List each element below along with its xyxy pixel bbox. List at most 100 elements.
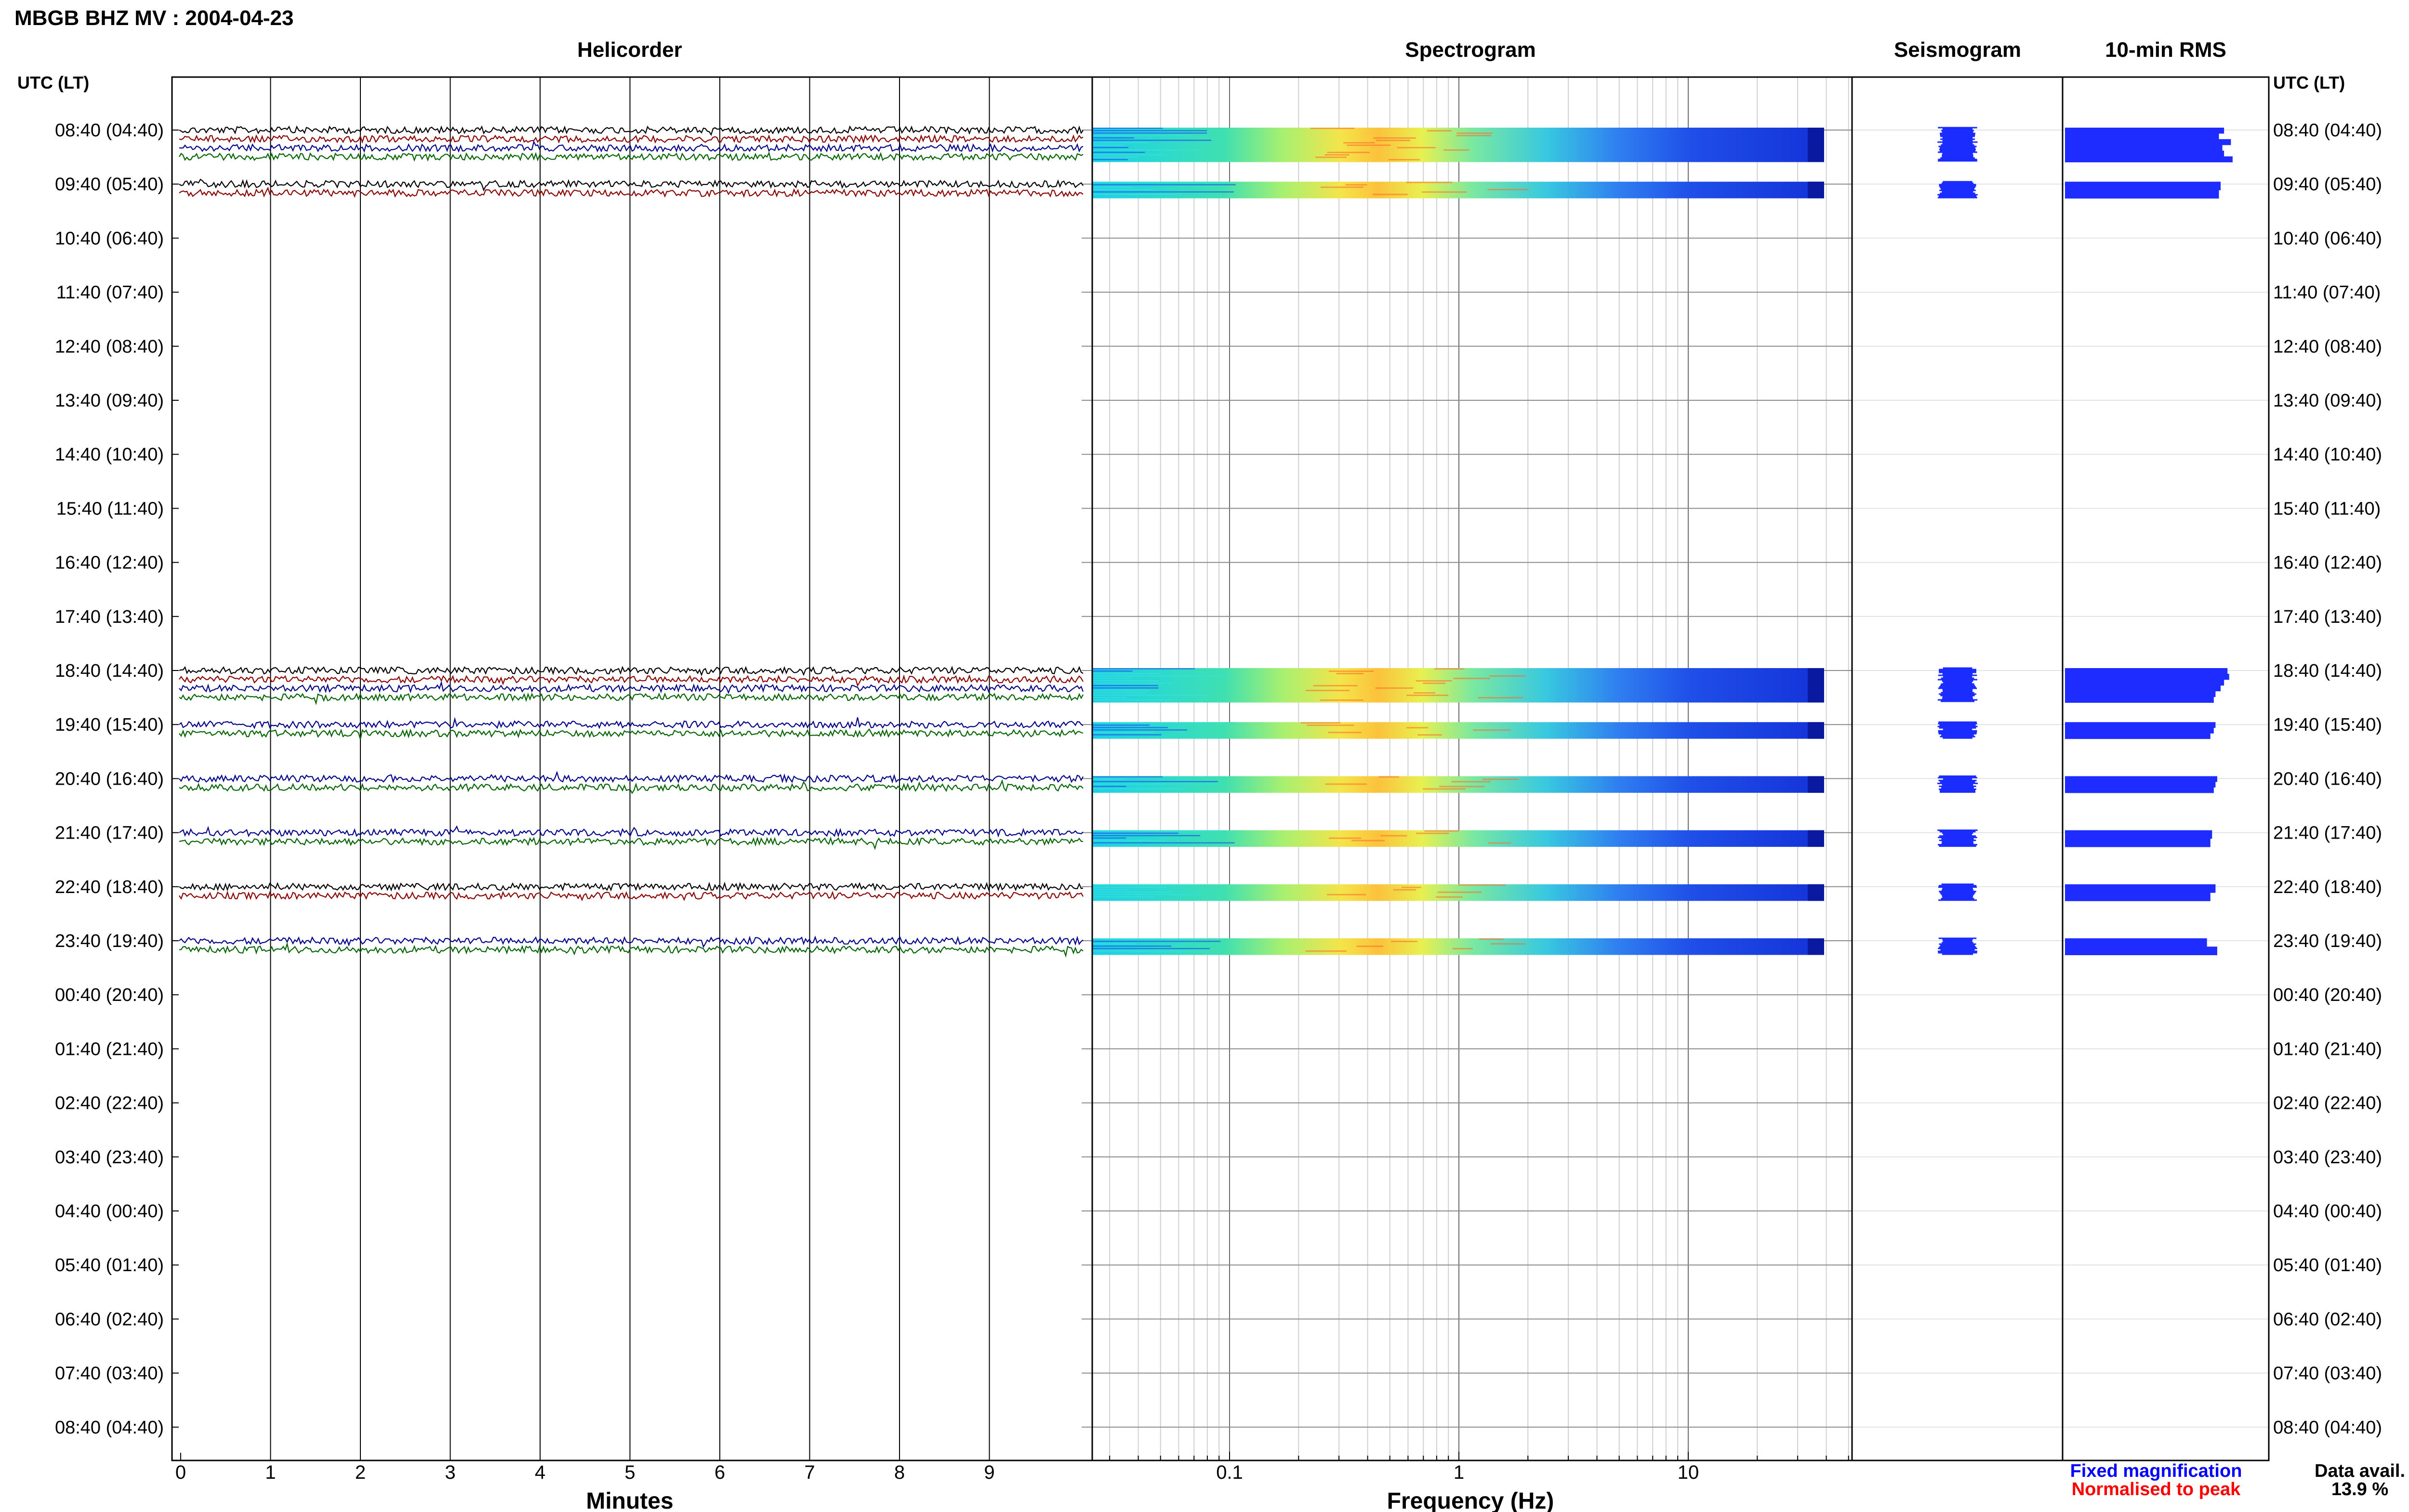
helicorder-trace — [179, 836, 1084, 850]
time-header-left: UTC (LT) — [17, 73, 89, 92]
helicorder-trace — [179, 666, 1084, 677]
rms-bars — [2065, 128, 2233, 955]
row-label-right: 12:40 (08:40) — [2273, 337, 2382, 357]
spectrogram-hotspot — [1453, 678, 1490, 679]
spectrogram-hotspot — [1451, 781, 1491, 783]
row-label-left: 08:40 (04:40) — [55, 120, 164, 141]
row-label-left: 04:40 (00:40) — [55, 1201, 164, 1222]
spectrogram-streak — [1093, 776, 1163, 777]
spectrogram-edge — [1808, 722, 1824, 739]
spectrogram-streak — [1093, 675, 1231, 677]
spectrogram-hotspot — [1356, 946, 1384, 947]
row-label-right: 08:40 (04:40) — [2273, 1418, 2382, 1438]
seismogram-bursts — [1937, 127, 1978, 955]
spectrogram-streak — [1093, 135, 1191, 136]
row-label-left: 02:40 (22:40) — [55, 1093, 164, 1114]
frequency-tick-label: 0.1 — [1216, 1462, 1243, 1483]
rms-bar — [2065, 733, 2210, 739]
spectrogram-hotspot — [1443, 149, 1469, 151]
data-availability-value: 13.9 % — [2331, 1479, 2388, 1499]
spectrogram-hotspot — [1325, 783, 1367, 785]
spectrogram-hotspot — [1424, 830, 1459, 832]
spectrogram-hotspot — [1439, 786, 1484, 788]
time-header-right: UTC (LT) — [2273, 73, 2345, 92]
row-label-left: 21:40 (17:40) — [55, 823, 164, 843]
spectrogram-streak — [1093, 778, 1125, 780]
spectrogram-streak — [1093, 788, 1183, 789]
spectrogram-streak — [1093, 140, 1212, 141]
spectrogram-streak — [1093, 729, 1187, 731]
minute-tick-label: 5 — [624, 1462, 635, 1483]
spectrogram-hotspot — [1310, 128, 1355, 129]
row-label-left: 14:40 (10:40) — [55, 445, 164, 465]
seismogram-burst — [1938, 937, 1977, 955]
spectrogram-hotspot — [1380, 835, 1407, 837]
helicorder-grid — [172, 77, 990, 1460]
helicorder-trace — [179, 717, 1084, 729]
legend-fixed-magnification: Fixed magnification — [2070, 1461, 2242, 1481]
rms-bar — [2065, 182, 2221, 190]
helicorder-trace — [179, 186, 1084, 198]
row-label-right: 11:40 (07:40) — [2273, 283, 2381, 303]
row-label-left: 11:40 (07:40) — [56, 283, 164, 303]
spectrogram-streak — [1093, 727, 1168, 728]
spectrogram-hotspot — [1343, 142, 1375, 144]
spectrogram-hotspot — [1416, 832, 1449, 834]
seismogram-burst — [1937, 775, 1978, 793]
row-label-left: 10:40 (06:40) — [55, 228, 164, 249]
spectrogram-hotspot — [1452, 948, 1473, 949]
spectrogram-band — [1093, 722, 1824, 739]
spectrogram-streak — [1093, 697, 1126, 698]
spectrogram-hotspot — [1336, 673, 1364, 674]
spectrogram-hotspot — [1388, 159, 1420, 160]
row-label-left: 15:40 (11:40) — [56, 499, 164, 519]
row-label-right: 17:40 (13:40) — [2273, 607, 2382, 627]
spectrogram-edge — [1808, 884, 1824, 901]
row-label-left: 03:40 (23:40) — [55, 1147, 164, 1168]
spectrogram-streak — [1093, 943, 1136, 945]
spectrogram-hotspot — [1406, 182, 1453, 184]
spectrogram-hotspot — [1416, 680, 1452, 682]
spectrogram-hotspot — [1351, 840, 1385, 841]
spectrogram-x-axis-label: Frequency (Hz) — [1387, 1488, 1554, 1512]
rms-bar — [2065, 133, 2219, 140]
spectrogram-streak — [1093, 783, 1219, 785]
spectrogram-streak — [1093, 948, 1210, 949]
seismogram-burst — [1938, 883, 1977, 901]
frequency-tick-label: 1 — [1454, 1462, 1464, 1483]
helicorder-trace — [179, 151, 1084, 162]
row-label-right: 04:40 (00:40) — [2273, 1201, 2382, 1222]
spectrogram-streak — [1093, 142, 1148, 144]
spectrogram-hotspot — [1478, 697, 1523, 698]
row-label-right: 09:40 (05:40) — [2273, 174, 2382, 195]
spectrogram-streak — [1093, 132, 1207, 134]
helicorder-trace — [179, 674, 1084, 687]
spectrogram-hotspot — [1307, 724, 1354, 726]
row-label-left: 09:40 (05:40) — [55, 174, 164, 195]
spectrogram-hotspot — [1347, 145, 1391, 146]
rms-bar — [2065, 679, 2224, 686]
row-label-right: 03:40 (23:40) — [2273, 1147, 2382, 1168]
row-label-left: 17:40 (13:40) — [55, 607, 164, 627]
spectrogram-streak — [1093, 840, 1166, 841]
minute-tick-label: 4 — [535, 1462, 545, 1483]
spectrogram-hotspot — [1313, 685, 1358, 686]
spectrogram-band — [1093, 668, 1824, 703]
row-label-right: 10:40 (06:40) — [2273, 228, 2382, 249]
rms-panel-title: 10-min RMS — [2105, 38, 2226, 62]
helicorder-trace — [179, 825, 1084, 838]
spectrogram-streak — [1093, 182, 1229, 183]
spectrogram-streak — [1093, 732, 1155, 733]
row-label-left: 20:40 (16:40) — [55, 769, 164, 789]
rms-bar — [2065, 150, 2224, 157]
spectrogram-streak — [1093, 671, 1133, 672]
helicorder-trace — [179, 692, 1084, 706]
minute-tick-label: 3 — [445, 1462, 455, 1483]
row-label-right: 14:40 (10:40) — [2273, 445, 2382, 465]
rms-bar — [2065, 727, 2214, 734]
seismogram-burst — [1937, 721, 1978, 739]
seismogram-burst — [1937, 829, 1978, 847]
rms-bar — [2065, 697, 2214, 703]
spectrogram-hotspot — [1326, 894, 1366, 895]
spectrogram-streak — [1093, 157, 1138, 158]
